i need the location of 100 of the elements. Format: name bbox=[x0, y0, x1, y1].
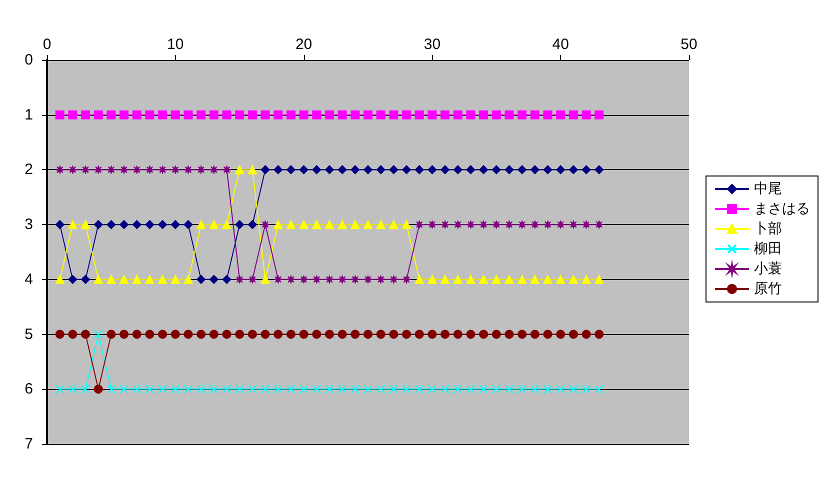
point bbox=[518, 165, 527, 174]
point bbox=[324, 384, 334, 394]
point bbox=[170, 330, 180, 339]
point bbox=[466, 165, 476, 174]
point bbox=[453, 220, 462, 230]
point bbox=[55, 384, 64, 394]
point bbox=[120, 274, 129, 284]
point bbox=[389, 110, 398, 120]
point bbox=[504, 274, 514, 284]
y-tick-label: 7 bbox=[24, 436, 33, 452]
point bbox=[274, 220, 283, 230]
point bbox=[222, 220, 232, 230]
point bbox=[209, 330, 218, 339]
x-tick-label: 10 bbox=[167, 36, 184, 53]
point bbox=[312, 165, 322, 174]
point bbox=[338, 220, 347, 230]
point bbox=[568, 110, 578, 120]
y-tick-label: 6 bbox=[24, 380, 33, 398]
point bbox=[170, 220, 180, 230]
point bbox=[594, 165, 604, 174]
point bbox=[594, 384, 604, 394]
point bbox=[530, 110, 540, 120]
point bbox=[466, 274, 476, 284]
point bbox=[55, 220, 64, 230]
point bbox=[440, 330, 450, 339]
point bbox=[350, 384, 360, 394]
point bbox=[324, 330, 334, 339]
point bbox=[324, 165, 334, 174]
point bbox=[479, 220, 488, 230]
point bbox=[376, 110, 386, 120]
point bbox=[145, 110, 154, 120]
point bbox=[312, 384, 322, 394]
point bbox=[402, 330, 412, 339]
point bbox=[299, 220, 308, 230]
point bbox=[196, 330, 206, 339]
point bbox=[81, 110, 90, 120]
point bbox=[504, 384, 514, 394]
point bbox=[518, 274, 527, 284]
point bbox=[324, 220, 334, 230]
point bbox=[582, 330, 591, 339]
point bbox=[376, 274, 386, 284]
point bbox=[492, 165, 501, 174]
point bbox=[402, 384, 412, 394]
point bbox=[376, 384, 386, 394]
point bbox=[235, 220, 244, 230]
point bbox=[338, 110, 347, 120]
y-tick-label: 5 bbox=[24, 326, 33, 343]
point bbox=[235, 110, 244, 120]
point bbox=[132, 384, 142, 394]
y-tick-label: 3 bbox=[24, 216, 33, 234]
point bbox=[402, 220, 412, 230]
point bbox=[260, 110, 270, 120]
point bbox=[440, 220, 450, 230]
point bbox=[492, 220, 501, 230]
point bbox=[376, 330, 386, 339]
point bbox=[94, 384, 103, 394]
point bbox=[260, 274, 270, 284]
point bbox=[222, 274, 232, 284]
point bbox=[299, 274, 308, 284]
point bbox=[479, 274, 488, 284]
point bbox=[184, 220, 193, 230]
point bbox=[184, 110, 193, 120]
point bbox=[274, 330, 283, 339]
point bbox=[55, 110, 64, 120]
point bbox=[492, 330, 501, 339]
point bbox=[222, 330, 232, 339]
point bbox=[158, 274, 168, 284]
point bbox=[364, 110, 372, 120]
point bbox=[582, 220, 591, 230]
x-tick-label: 50 bbox=[680, 36, 698, 53]
point bbox=[414, 384, 424, 394]
point bbox=[582, 110, 591, 120]
point bbox=[170, 384, 180, 394]
point bbox=[492, 274, 501, 284]
point bbox=[184, 384, 193, 394]
point bbox=[440, 384, 450, 394]
point bbox=[184, 274, 193, 284]
point bbox=[428, 165, 437, 174]
point bbox=[350, 165, 360, 174]
point bbox=[158, 384, 168, 394]
point bbox=[260, 330, 270, 339]
point bbox=[68, 220, 78, 230]
point bbox=[94, 330, 103, 339]
point bbox=[543, 274, 552, 284]
point bbox=[402, 110, 412, 120]
legend-label: 小蓑 bbox=[754, 261, 782, 277]
point bbox=[389, 330, 398, 339]
y-tick-label: 4 bbox=[24, 270, 33, 288]
point bbox=[414, 165, 424, 174]
point bbox=[120, 220, 129, 230]
point bbox=[248, 165, 257, 174]
point bbox=[222, 110, 232, 120]
legend-label: 柳田 bbox=[754, 241, 782, 257]
point bbox=[81, 165, 90, 174]
point bbox=[94, 165, 103, 174]
point bbox=[55, 165, 64, 174]
point bbox=[158, 165, 168, 174]
point bbox=[350, 110, 360, 120]
legend-label: 卜部 bbox=[754, 221, 782, 237]
point bbox=[120, 384, 129, 394]
